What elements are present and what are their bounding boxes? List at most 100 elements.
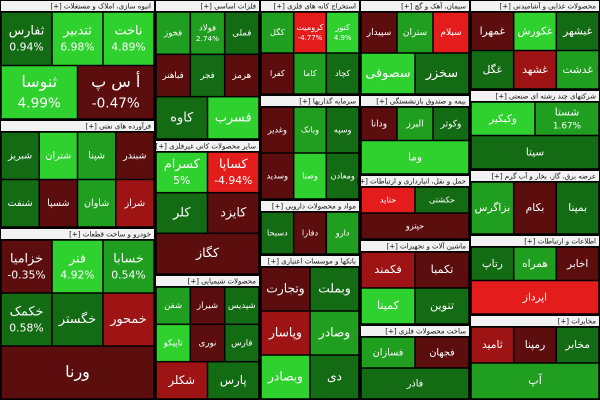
tile (261, 311, 310, 355)
tile-name: غمهرا (480, 24, 506, 37)
tile (190, 12, 225, 55)
sector-header (156, 276, 259, 286)
tile (471, 280, 599, 314)
tile (293, 53, 327, 94)
tile (471, 247, 514, 281)
tile-name: سپیدار (366, 28, 392, 38)
sector-header (261, 201, 359, 211)
tile-name: کنور (334, 22, 350, 32)
tile-name: فجهان (429, 348, 454, 359)
sector-name: سایر محصولات کانی غیرفلزی [+] (156, 143, 257, 151)
tile-name: اخابر (566, 258, 588, 270)
tile (156, 54, 191, 97)
tile (361, 337, 415, 368)
tile-name: وصنا (302, 171, 318, 181)
tile (77, 65, 154, 119)
tile (326, 107, 359, 153)
sector-name: سیمان، آهک و گچ [+] (401, 2, 466, 11)
tile (361, 107, 397, 141)
tile-name: وتجارت (266, 282, 304, 297)
tile (52, 12, 103, 66)
tile-name: وما (408, 151, 422, 163)
tile-name: تاپیکو (163, 339, 184, 349)
tile (156, 152, 208, 193)
sector-header (471, 171, 599, 181)
sector-name: عرضه برق، گاز، بخار و آب گرم [+] (491, 172, 596, 181)
tile (190, 54, 225, 97)
tile (77, 132, 116, 180)
tile-name: أ س پ (91, 71, 140, 92)
tile-name: دفارا (302, 228, 319, 238)
tile-name: فباهنر (162, 71, 184, 81)
tile-name: خگستر (58, 311, 96, 327)
tile-name: فکمند (374, 263, 401, 276)
tile-name: سیلام (440, 28, 461, 38)
tile-name: ثفارس (9, 24, 45, 39)
tile (433, 107, 469, 141)
tile-name: وبانک (301, 125, 319, 135)
tile-name: شپدیس (228, 301, 256, 311)
tile-name: سخزر (425, 66, 458, 81)
tile (116, 132, 154, 180)
tile-change: 1.67% (553, 122, 581, 132)
tile-name: کگاز (195, 245, 220, 261)
sector-name: سرمایه گذاریها [+] (299, 97, 356, 106)
tile-name: ودانا (371, 119, 387, 129)
tile (261, 212, 294, 254)
tile-name: خمحور (109, 312, 146, 327)
tile (190, 324, 225, 362)
tile-name: ومعادن (330, 171, 354, 181)
tile (361, 53, 415, 94)
tile-name: ستران (403, 28, 427, 38)
tile-name: شتران (45, 150, 71, 161)
sector-header (361, 176, 469, 186)
tile (415, 288, 469, 324)
tile (433, 12, 469, 53)
tile-name: ثامید (482, 338, 503, 351)
tile-name: غگل (483, 63, 503, 76)
tile-name: وسپه (334, 125, 352, 135)
tile-name: شستا (555, 106, 579, 118)
tile-name: دسبحا (267, 228, 288, 238)
tile-change: 6.98% (60, 41, 94, 54)
sector-header (361, 1, 469, 11)
tile-name: شفن (164, 301, 182, 311)
tile (556, 247, 599, 281)
tile-name: فنر (68, 251, 86, 266)
tile-name: وسدید (267, 171, 289, 181)
sector-name: اطلاعات و ارتباطات [+] (524, 238, 596, 246)
tile-name: کگل (270, 27, 285, 37)
tile-name: حکشتی (429, 195, 455, 205)
tile (103, 240, 154, 293)
sector-name: بانکها و موسسات اعتباری [+] (268, 258, 356, 266)
tile-name: سیتا (526, 146, 544, 158)
tile (261, 153, 294, 199)
tile-name: فجر (199, 71, 214, 81)
tile-name: غشهد (522, 63, 548, 76)
tile-name: فملی (232, 29, 251, 39)
tile-name: تکمبا (431, 263, 454, 276)
tile-name: رتاپ (482, 258, 503, 270)
tile-name: نوری (199, 339, 217, 349)
sector-header (1, 1, 154, 11)
tile (39, 179, 78, 227)
sector-name: محصولات غذایی و آشامیدنی [+] (500, 2, 597, 11)
tile-name: مخابر (564, 338, 590, 351)
tile (261, 267, 310, 311)
tile (261, 355, 310, 399)
tile-name: بکام (526, 201, 545, 214)
sector-name: فرآورده های نفتی [+] (86, 122, 151, 131)
tile (190, 287, 225, 325)
tile-name: بمپنا (568, 201, 587, 214)
sector-name: انبوه سازی، املاک و مستغلات [+] (50, 3, 151, 11)
tile-name: ثنوسا (21, 72, 57, 92)
sector-header (1, 121, 154, 131)
tile-name: ناخت (115, 24, 143, 39)
tile-name: کسرام (164, 156, 201, 172)
tile (513, 182, 557, 234)
tile (471, 50, 514, 89)
tile (397, 12, 433, 53)
tile-change: -0.35% (7, 268, 45, 281)
tile-name: فسرب (215, 110, 252, 125)
